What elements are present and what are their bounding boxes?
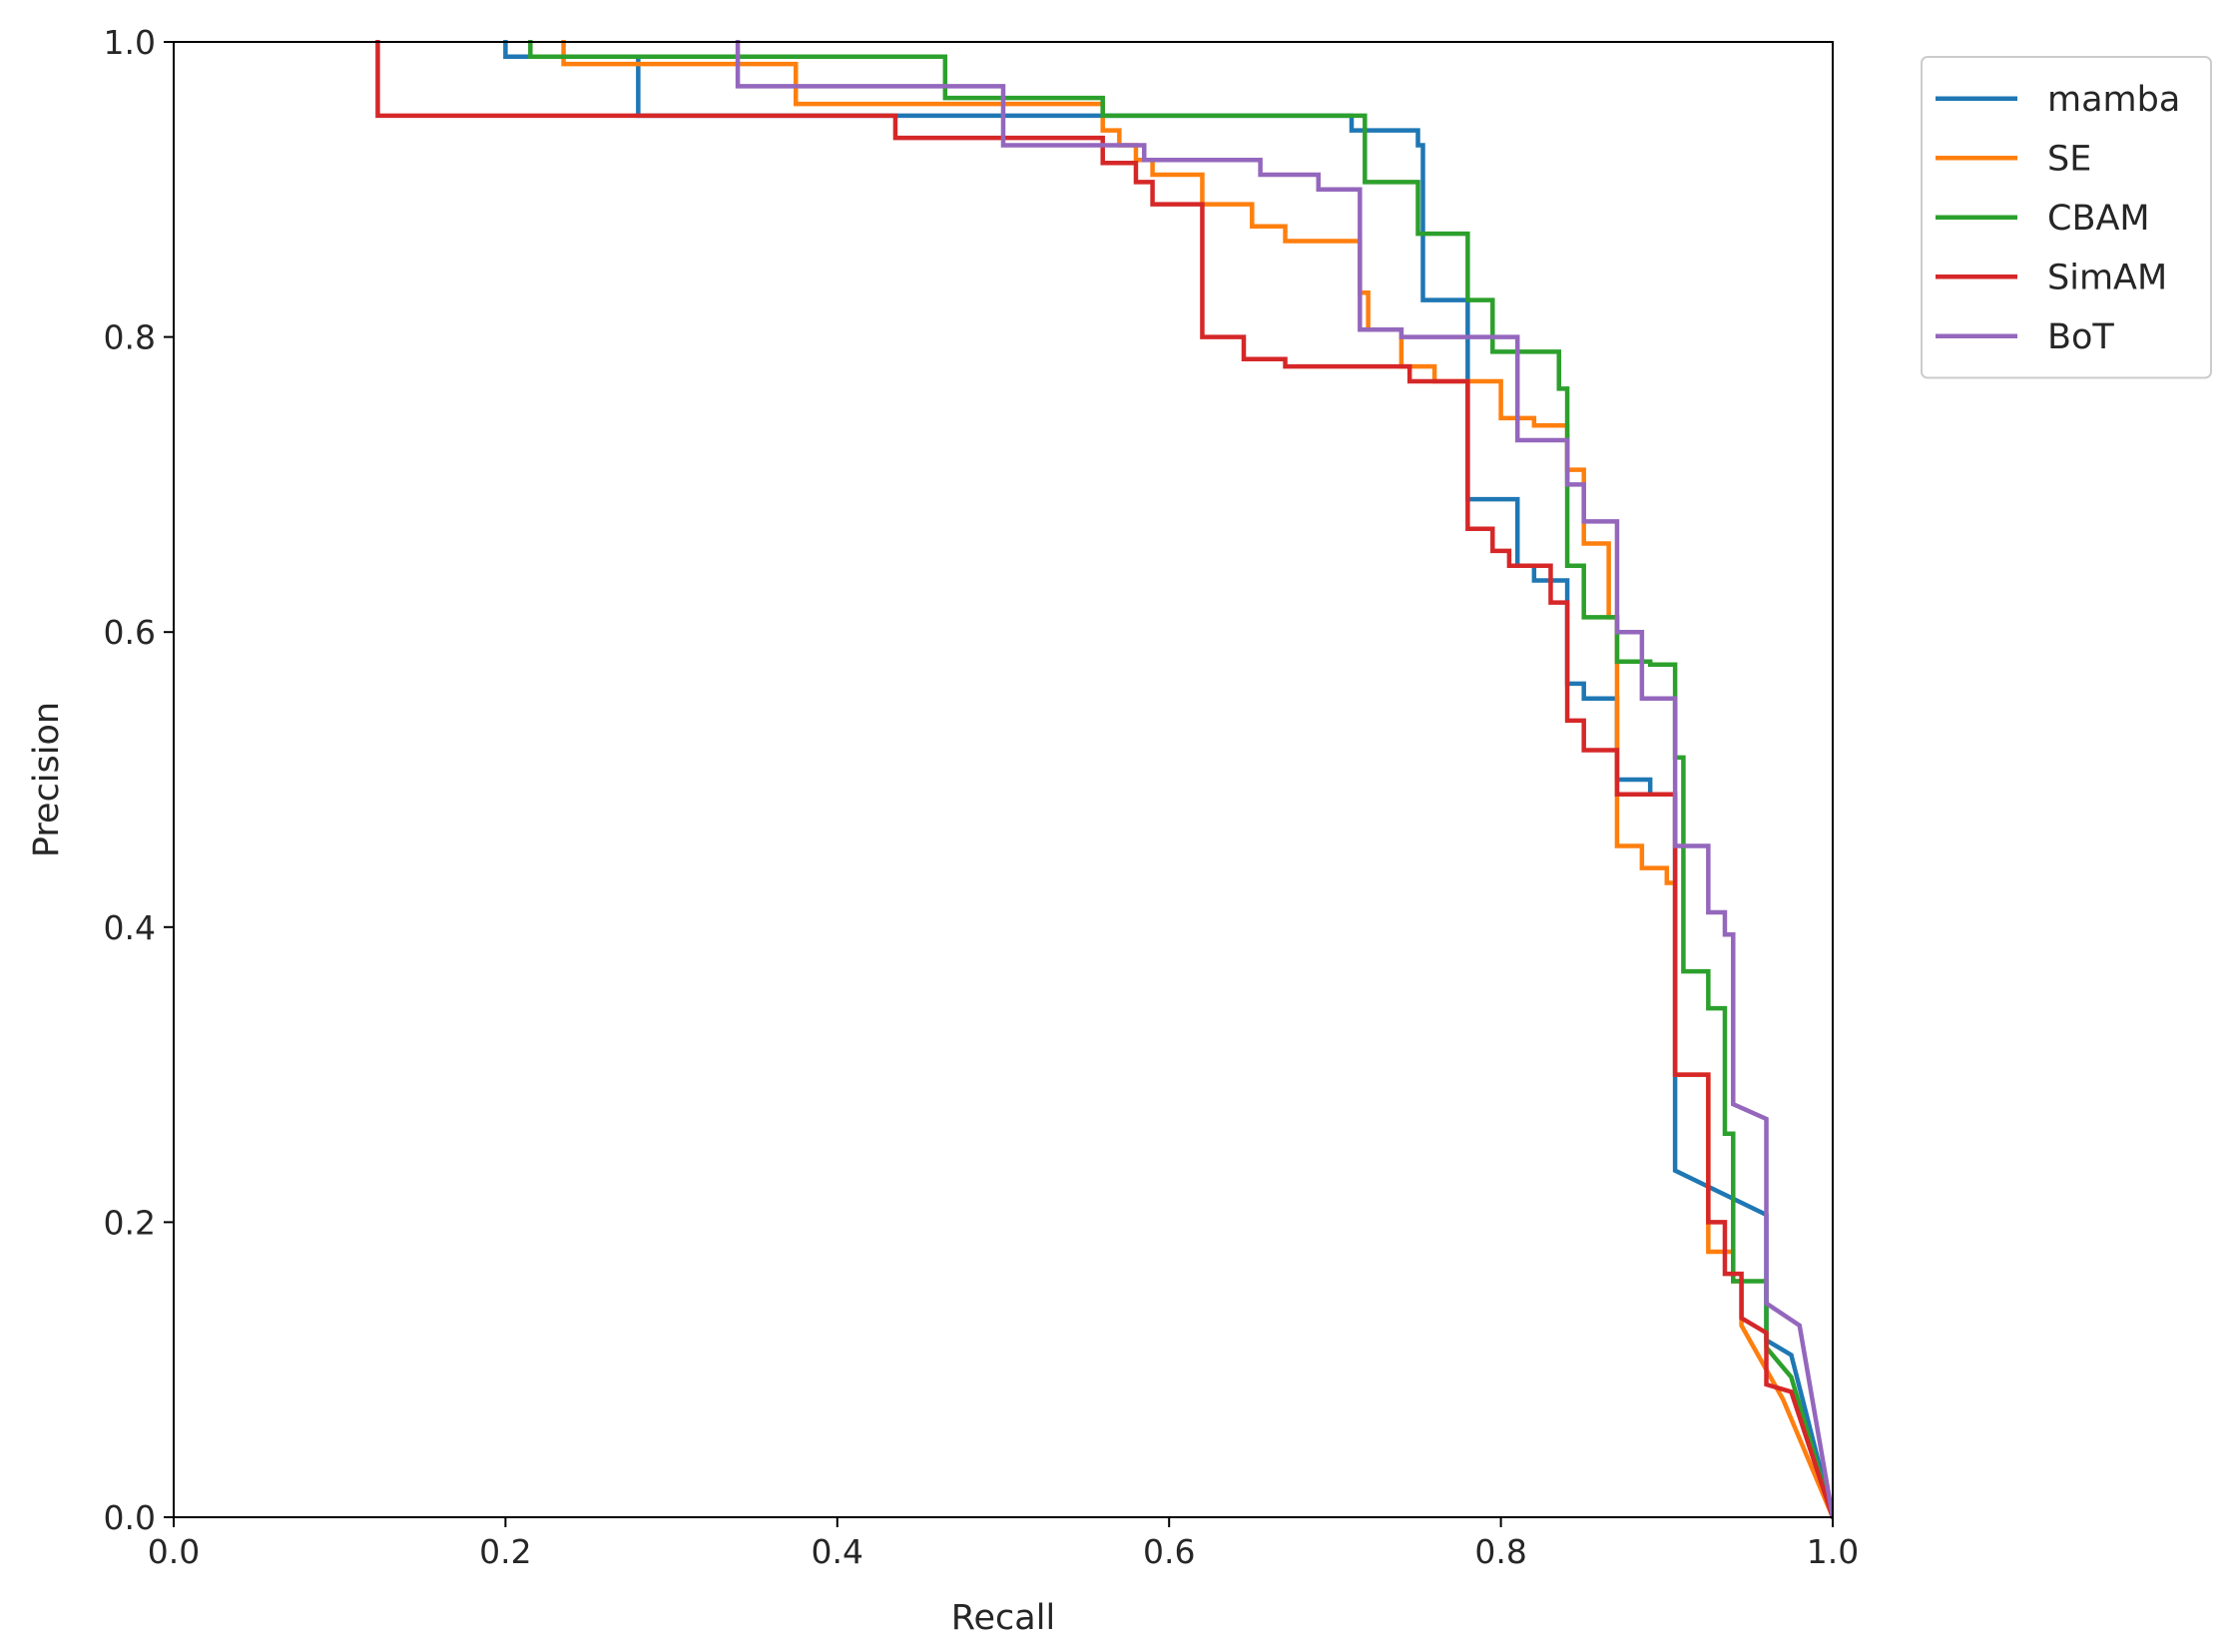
x-tick-label: 0.6 [1143,1532,1195,1571]
legend-label-cbam: CBAM [2047,199,2150,239]
x-tick-label: 0.0 [148,1532,200,1571]
series-line-simam [375,40,1834,1519]
y-tick-label: 0.8 [104,318,156,357]
series-line-cbam [528,40,1834,1519]
legend-label-simam: SimAM [2047,258,2167,297]
y-tick-label: 0.2 [104,1203,156,1242]
legend-label-mamba: mamba [2047,80,2180,120]
y-tick-label: 1.0 [104,23,156,62]
series-line-bot [735,40,1834,1519]
y-tick-label: 0.6 [104,613,156,652]
x-tick-label: 0.8 [1474,1532,1526,1571]
x-axis: 0.0 0.2 0.4 0.6 0.8 1.0 [148,1517,1859,1571]
y-axis: 0.0 0.2 0.4 0.6 0.8 1.0 [104,23,174,1537]
legend-label-bot: BoT [2047,317,2114,357]
x-tick-label: 0.2 [479,1532,531,1571]
x-axis-label: Recall [951,1598,1055,1638]
y-axis-label: Precision [27,702,67,857]
legend-box [1921,56,2212,379]
plot-frame [173,41,1834,1518]
series-layer [375,40,1834,1519]
y-tick-label: 0.0 [104,1498,156,1537]
legend: mamba SE CBAM SimAM BoT [1921,56,2212,379]
legend-label-se: SE [2047,139,2091,179]
x-tick-label: 0.4 [812,1532,863,1571]
y-tick-label: 0.4 [104,908,156,947]
x-tick-label: 1.0 [1807,1532,1859,1571]
